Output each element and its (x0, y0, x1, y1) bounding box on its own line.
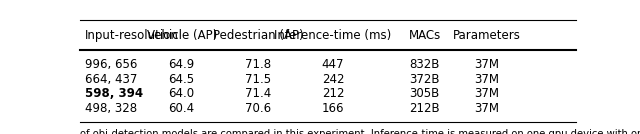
Text: 64.5: 64.5 (168, 72, 195, 85)
Text: Input-resolution: Input-resolution (85, 29, 179, 42)
Text: 60.4: 60.4 (168, 102, 195, 116)
Text: 598, 394: 598, 394 (85, 88, 143, 100)
Text: 71.4: 71.4 (245, 88, 272, 100)
Text: Inference-time (ms): Inference-time (ms) (275, 29, 392, 42)
Text: 37M: 37M (474, 72, 499, 85)
Text: 70.6: 70.6 (246, 102, 271, 116)
Text: 64.0: 64.0 (168, 88, 195, 100)
Text: 37M: 37M (474, 88, 499, 100)
Text: 64.9: 64.9 (168, 58, 195, 71)
Text: 166: 166 (322, 102, 344, 116)
Text: 832B: 832B (410, 58, 440, 71)
Text: 37M: 37M (474, 58, 499, 71)
Text: Vehicle (AP): Vehicle (AP) (147, 29, 217, 42)
Text: MACs: MACs (408, 29, 441, 42)
Text: 664, 437: 664, 437 (85, 72, 138, 85)
Text: 996, 656: 996, 656 (85, 58, 138, 71)
Text: 71.5: 71.5 (246, 72, 271, 85)
Text: 71.8: 71.8 (246, 58, 271, 71)
Text: 447: 447 (322, 58, 344, 71)
Text: 37M: 37M (474, 102, 499, 116)
Text: 242: 242 (322, 72, 344, 85)
Text: Parameters: Parameters (452, 29, 521, 42)
Text: 498, 328: 498, 328 (85, 102, 137, 116)
Text: 212B: 212B (410, 102, 440, 116)
Text: of obj-detection models are compared in this experiment. Inference-time is measu: of obj-detection models are compared in … (80, 129, 640, 134)
Text: 305B: 305B (410, 88, 440, 100)
Text: 372B: 372B (410, 72, 440, 85)
Text: Pedestrian (AP): Pedestrian (AP) (213, 29, 304, 42)
Text: 212: 212 (322, 88, 344, 100)
